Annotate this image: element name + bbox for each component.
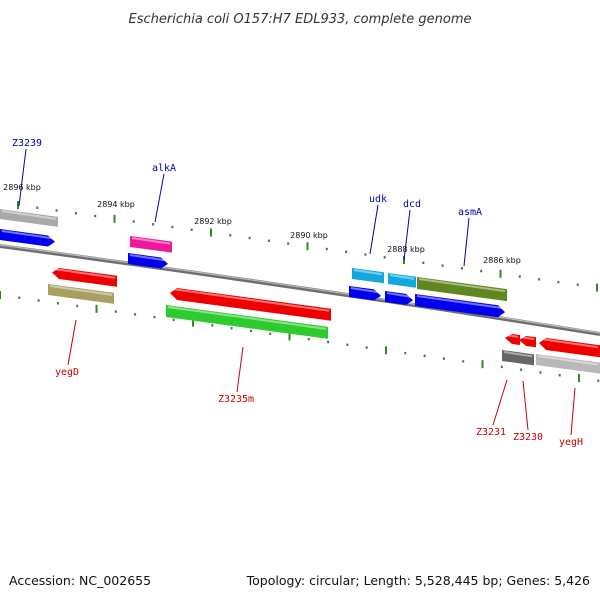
feature-olive <box>417 277 507 302</box>
accession-text: Accession: NC_002655 <box>9 573 152 588</box>
leader-z3239 <box>18 148 27 207</box>
leader-z3230 <box>522 380 529 431</box>
feature-yegd-khaki <box>48 284 114 304</box>
gene-features <box>0 209 600 374</box>
feature-dcd <box>385 291 413 305</box>
feature-yegh-red <box>539 337 600 358</box>
gene-label-z3231: Z3231 <box>476 427 506 438</box>
scale-label-2888: 2888 kbp <box>387 245 425 254</box>
gene-label-udk: udk <box>369 194 387 205</box>
feature-z3235m-green <box>166 305 328 339</box>
feature-asma <box>415 294 505 318</box>
gene-label-yegd: yegD <box>55 367 79 378</box>
feature-yegd-red <box>52 267 117 287</box>
scale-label-2886: 2886 kbp <box>483 256 521 265</box>
feature-cyan-1 <box>352 268 384 284</box>
leader-asma <box>463 217 470 267</box>
feature-z3239 <box>0 229 55 247</box>
feature-pink <box>130 236 172 253</box>
feature-z3235m-red <box>170 287 331 321</box>
gene-label-z3239: Z3239 <box>12 138 42 149</box>
gene-label-z3235m: Z3235m <box>218 394 254 405</box>
feature-z3230-red <box>519 335 536 348</box>
feature-gray-left <box>0 209 58 227</box>
feature-alka <box>128 253 168 269</box>
genome-summary-text: Topology: circular; Length: 5,528,445 bp… <box>246 573 590 588</box>
scale-label-2890: 2890 kbp <box>290 231 328 240</box>
gene-label-dcd: dcd <box>403 199 421 210</box>
leader-yegd <box>67 319 77 366</box>
map-title: Escherichia coli O157:H7 EDL933, complet… <box>129 12 472 27</box>
genome-backbone <box>0 244 600 336</box>
gene-label-z3230: Z3230 <box>513 432 543 443</box>
gene-label-yegh: yegH <box>559 437 583 448</box>
scale-label-2894: 2894 kbp <box>97 200 135 209</box>
leader-z3235m <box>236 346 244 393</box>
feature-udk <box>349 286 381 301</box>
leader-z3231 <box>492 379 508 426</box>
feature-cyan-2 <box>388 273 416 288</box>
gene-label-asma: asmA <box>458 207 482 218</box>
scale-label-2896: 2896 kbp <box>3 183 41 192</box>
gene-label-alka: alkA <box>152 163 176 174</box>
scale-label-2892: 2892 kbp <box>194 217 232 226</box>
leader-alka <box>154 173 165 223</box>
leader-yegh <box>570 387 576 436</box>
leader-dcd <box>403 209 411 261</box>
label-leaders <box>18 148 576 436</box>
leader-udk <box>369 204 379 255</box>
feature-z3231-gray <box>502 350 534 366</box>
feature-z3231-red <box>505 333 520 346</box>
scale-ticks <box>0 201 600 382</box>
feature-yegh-gray <box>536 354 600 374</box>
